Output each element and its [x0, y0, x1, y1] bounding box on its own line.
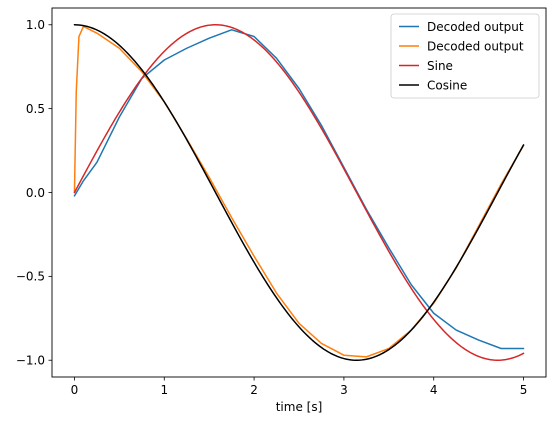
x-tick-label: 5 [520, 383, 528, 397]
y-tick-label: 0.0 [26, 186, 45, 200]
y-tick-label: −0.5 [16, 270, 45, 284]
y-tick-label: 1.0 [26, 18, 45, 32]
series-line-4 [73, 24, 525, 361]
y-tick-label: 0.5 [26, 102, 45, 116]
series-line-3 [73, 24, 525, 361]
y-axis-ticks: −1.0 −0.5 0.0 0.5 1.0 [16, 18, 52, 368]
legend-label: Sine [427, 59, 453, 73]
legend-label: Decoded output [427, 39, 524, 53]
x-axis-ticks: 0 1 2 3 4 5 [71, 377, 528, 397]
series-line-1 [73, 29, 525, 350]
plot-lines [73, 24, 525, 361]
legend-label: Cosine [427, 78, 467, 92]
x-tick-label: 1 [160, 383, 168, 397]
legend-box [390, 13, 540, 99]
x-tick-label: 4 [430, 383, 438, 397]
x-axis-label: time [s] [276, 400, 323, 414]
x-tick-label: 0 [71, 383, 79, 397]
x-tick-label: 2 [250, 383, 258, 397]
legend: Decoded output Decoded output Sine Cosine [390, 13, 540, 99]
x-tick-label: 3 [340, 383, 348, 397]
legend-label: Decoded output [427, 20, 524, 34]
y-tick-label: −1.0 [16, 354, 45, 368]
